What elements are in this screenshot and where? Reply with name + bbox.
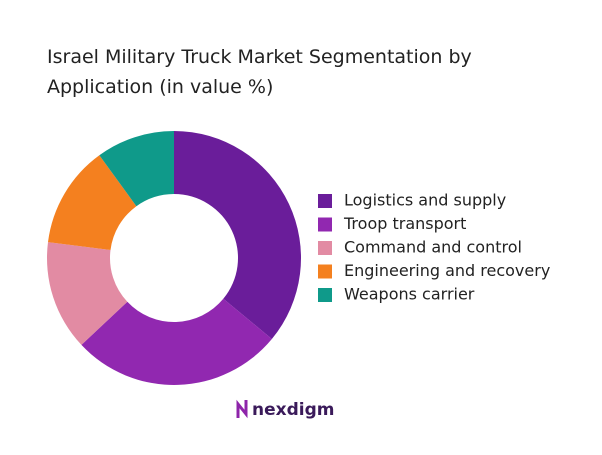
donut-slice (47, 242, 128, 345)
donut-slice (99, 131, 174, 207)
donut-slice (81, 298, 272, 385)
logo-icon (236, 399, 248, 419)
legend-label: Command and control (344, 238, 522, 257)
legend-label: Logistics and supply (344, 191, 506, 210)
legend-swatch (318, 217, 332, 232)
donut-slice (48, 155, 137, 250)
logo: nexdigm (236, 399, 334, 420)
legend-label: Weapons carrier (344, 285, 475, 304)
logo-text: nexdigm (252, 400, 334, 420)
legend-swatch (318, 264, 332, 279)
legend-swatch (318, 288, 332, 302)
legend-swatch (318, 194, 332, 208)
chart-title: Israel Military Truck Market Segmentatio… (47, 46, 472, 98)
donut-slice (174, 131, 301, 339)
legend-label: Engineering and recovery (344, 261, 550, 280)
legend-label: Troop transport (343, 214, 466, 233)
legend-swatch (318, 241, 332, 255)
